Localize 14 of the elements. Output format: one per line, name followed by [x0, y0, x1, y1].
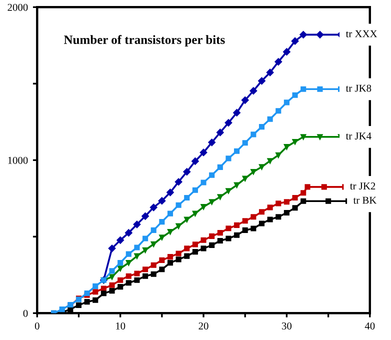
x-tick-label: 30	[282, 322, 292, 330]
series-label: tr XXX	[346, 30, 378, 38]
series-label: tr BK	[353, 196, 377, 204]
x-tick-label: 10	[116, 322, 126, 330]
x-tick-label: 20	[198, 322, 208, 330]
y-tick-label: 2000	[8, 4, 28, 11]
text: Number of transistors per bits	[64, 35, 225, 47]
y-tick-label: 1000	[8, 156, 28, 164]
series-label: tr JK8	[346, 84, 372, 92]
series-label: tr JK2	[350, 182, 376, 190]
x-tick-label: 0	[34, 322, 40, 330]
series-label: tr JK4	[346, 132, 372, 140]
x-tick-label: 40	[364, 322, 375, 330]
y-tick-label: 0	[23, 310, 28, 317]
